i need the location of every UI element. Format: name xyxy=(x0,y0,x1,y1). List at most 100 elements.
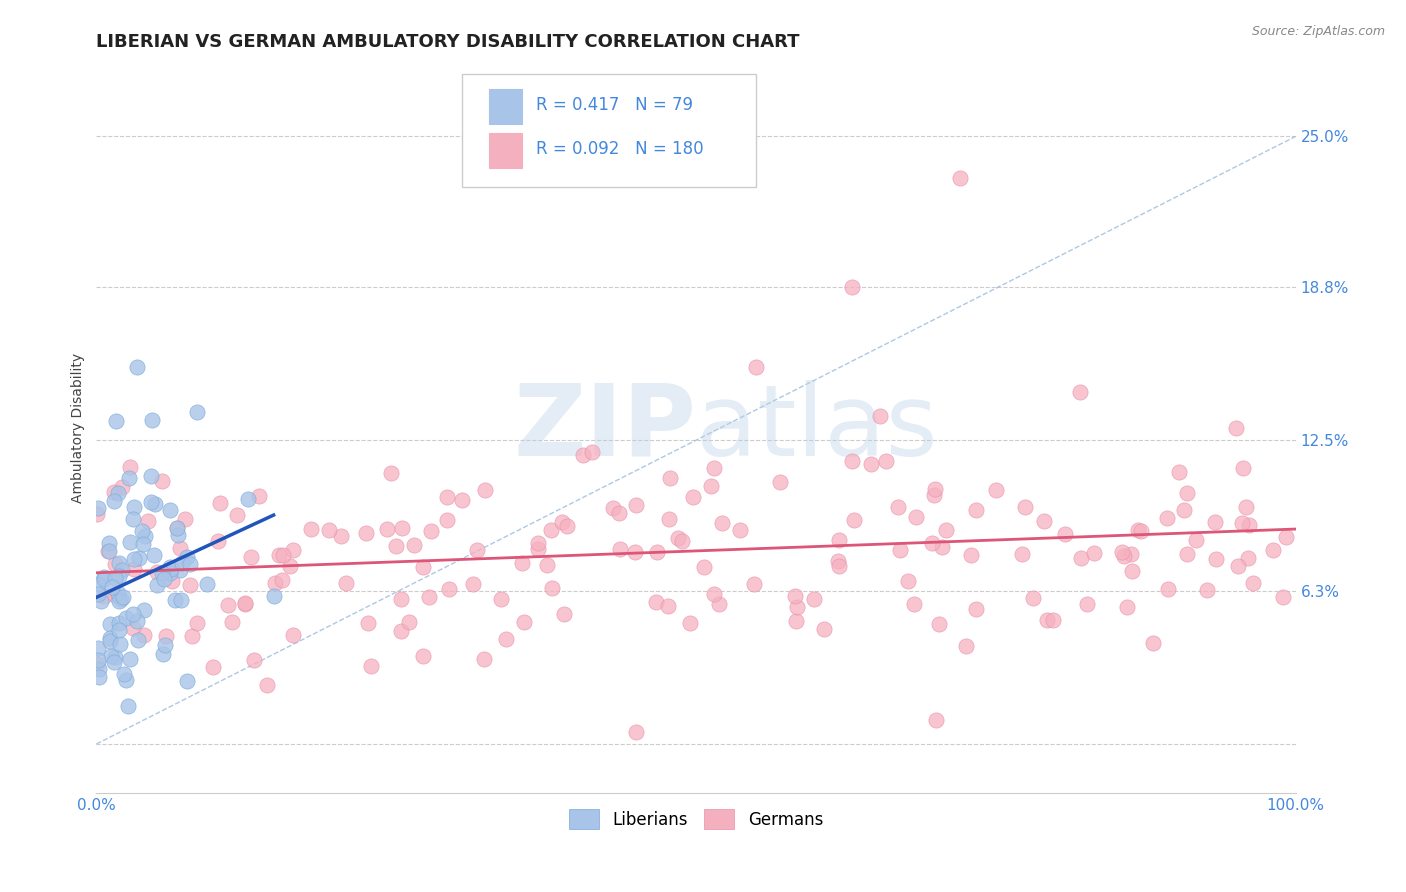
Point xyxy=(541,581,564,595)
Point xyxy=(108,569,131,583)
Point xyxy=(233,597,256,611)
Point xyxy=(87,670,110,684)
Point xyxy=(495,632,517,646)
Point xyxy=(1261,542,1284,557)
Point xyxy=(145,578,167,592)
Point xyxy=(711,516,734,531)
Point xyxy=(103,655,125,669)
Point xyxy=(769,475,792,490)
Point xyxy=(111,480,134,494)
Point xyxy=(263,589,285,603)
Point xyxy=(1227,559,1250,574)
Point xyxy=(101,580,124,594)
Point xyxy=(146,565,169,579)
Point xyxy=(571,449,593,463)
Point xyxy=(152,647,174,661)
Point xyxy=(1142,636,1164,650)
Point xyxy=(1128,523,1150,537)
Point xyxy=(380,467,402,481)
Point xyxy=(357,615,380,630)
Point xyxy=(887,500,910,514)
Point xyxy=(118,471,141,485)
Point xyxy=(98,632,121,646)
Point xyxy=(160,574,183,589)
Point xyxy=(1232,461,1254,475)
Point xyxy=(169,593,191,607)
Point xyxy=(536,558,558,573)
Point xyxy=(1185,533,1208,548)
Point xyxy=(179,577,201,591)
Point xyxy=(256,678,278,692)
Point xyxy=(117,699,139,714)
Point xyxy=(1175,547,1198,561)
Point xyxy=(139,468,162,483)
Point xyxy=(624,545,647,559)
Point xyxy=(93,570,115,584)
Point xyxy=(693,560,716,574)
Point xyxy=(122,562,145,576)
Point xyxy=(103,484,125,499)
Point xyxy=(668,532,690,546)
Point xyxy=(180,628,202,642)
Point xyxy=(389,624,412,639)
Point xyxy=(1011,547,1033,561)
Point xyxy=(281,543,304,558)
Point xyxy=(221,615,243,629)
Point xyxy=(108,556,131,570)
Point xyxy=(166,521,188,535)
Point xyxy=(742,576,765,591)
Point xyxy=(679,616,702,631)
Point xyxy=(132,628,155,642)
Point xyxy=(128,551,150,566)
Point xyxy=(1156,510,1178,524)
Point xyxy=(127,614,149,628)
Point xyxy=(176,673,198,688)
Point xyxy=(143,497,166,511)
Legend: Liberians, Germans: Liberians, Germans xyxy=(562,803,830,836)
Point xyxy=(170,556,193,570)
Point xyxy=(179,557,201,571)
Point xyxy=(97,543,120,558)
Point xyxy=(1032,514,1054,528)
Point xyxy=(1076,597,1098,611)
Point xyxy=(98,535,121,549)
Point xyxy=(141,494,163,508)
Point xyxy=(398,615,420,629)
Point xyxy=(527,541,550,556)
Point xyxy=(93,589,115,603)
Point xyxy=(1083,546,1105,560)
Point xyxy=(169,563,191,577)
Point xyxy=(728,523,751,537)
Point xyxy=(842,513,865,527)
Point xyxy=(104,649,127,664)
Point xyxy=(391,521,413,535)
Point xyxy=(420,524,443,538)
Point xyxy=(813,622,835,636)
Point xyxy=(657,599,679,613)
Point xyxy=(928,617,950,632)
Text: R = 0.092   N = 180: R = 0.092 N = 180 xyxy=(537,140,704,158)
Point xyxy=(671,534,693,549)
Point xyxy=(195,576,218,591)
Point xyxy=(1197,582,1219,597)
Point xyxy=(553,607,575,621)
Point xyxy=(512,556,534,570)
Point xyxy=(841,454,863,468)
Point xyxy=(1237,518,1260,533)
Point xyxy=(173,512,195,526)
Point xyxy=(1130,524,1153,539)
Point xyxy=(167,528,190,542)
Point xyxy=(745,360,768,375)
Point xyxy=(134,529,156,543)
Point xyxy=(903,597,925,611)
Point xyxy=(699,479,721,493)
Point xyxy=(354,525,377,540)
Point xyxy=(1070,551,1092,566)
Point xyxy=(87,586,110,600)
Point xyxy=(645,545,668,559)
Point xyxy=(935,523,957,537)
Point xyxy=(112,666,135,681)
Point xyxy=(785,590,807,604)
Point xyxy=(1053,526,1076,541)
Point xyxy=(841,280,863,294)
